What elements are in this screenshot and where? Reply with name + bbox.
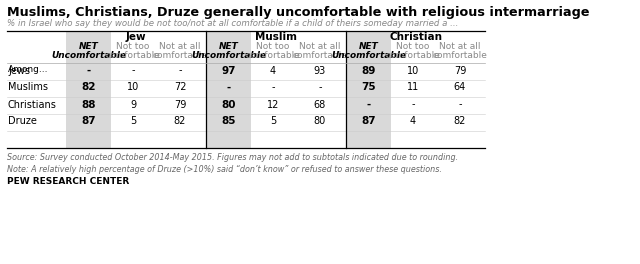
Text: Not too: Not too [256, 42, 290, 51]
Text: 10: 10 [407, 65, 419, 76]
Bar [66, 31, 111, 148]
Text: -: - [271, 82, 275, 92]
Text: 93: 93 [314, 65, 326, 76]
Text: Jews: Jews [8, 65, 30, 76]
Text: -: - [87, 65, 91, 76]
Text: Uncomfortable: Uncomfortable [51, 51, 127, 60]
Text: 88: 88 [82, 100, 96, 110]
Text: 82: 82 [174, 116, 186, 126]
Text: comfortable: comfortable [292, 51, 348, 60]
Text: Source: Survey conducted October 2014-May 2015. Figures may not add to subtotals: Source: Survey conducted October 2014-Ma… [7, 153, 458, 162]
Text: comfortable: comfortable [433, 51, 488, 60]
Text: 72: 72 [173, 82, 186, 92]
Text: -: - [318, 82, 322, 92]
Text: Uncomfortable: Uncomfortable [191, 51, 267, 60]
Text: 4: 4 [410, 116, 416, 126]
Text: Not at all: Not at all [439, 42, 481, 51]
Text: 97: 97 [221, 65, 236, 76]
Text: Not at all: Not at all [300, 42, 340, 51]
Text: Among...: Among... [8, 65, 49, 74]
Text: comfortable: comfortable [106, 51, 161, 60]
Text: 11: 11 [407, 82, 419, 92]
Text: % in Israel who say they would be not too/not at all comfortable if a child of t: % in Israel who say they would be not to… [7, 19, 458, 28]
Text: comfortable: comfortable [385, 51, 440, 60]
Text: PEW RESEARCH CENTER: PEW RESEARCH CENTER [7, 177, 129, 186]
Text: 87: 87 [82, 116, 96, 126]
Text: -: - [458, 100, 461, 110]
Text: NET: NET [359, 42, 379, 51]
Text: 9: 9 [130, 100, 136, 110]
Text: NET: NET [79, 42, 99, 51]
Text: Christian: Christian [389, 32, 442, 42]
Text: 5: 5 [130, 116, 136, 126]
Text: 79: 79 [174, 100, 186, 110]
Text: 4: 4 [270, 65, 276, 76]
Text: comfortable: comfortable [246, 51, 300, 60]
Text: Muslims, Christians, Druze generally uncomfortable with religious intermarriage: Muslims, Christians, Druze generally unc… [7, 6, 589, 19]
Text: Not too: Not too [396, 42, 429, 51]
Text: -: - [179, 65, 182, 76]
Text: 75: 75 [362, 82, 376, 92]
Text: 10: 10 [127, 82, 139, 92]
Text: -: - [227, 82, 231, 92]
Text: 5: 5 [270, 116, 276, 126]
Text: Christians: Christians [8, 100, 57, 110]
Text: 82: 82 [82, 82, 96, 92]
Text: 64: 64 [454, 82, 466, 92]
Text: -: - [131, 65, 135, 76]
Text: 79: 79 [454, 65, 466, 76]
Text: 80: 80 [314, 116, 326, 126]
Text: 12: 12 [267, 100, 279, 110]
Text: Jew: Jew [125, 32, 146, 42]
Text: -: - [412, 100, 415, 110]
Text: -: - [367, 100, 371, 110]
Text: Muslims: Muslims [8, 82, 48, 92]
Text: 82: 82 [454, 116, 466, 126]
Text: Muslim: Muslim [255, 32, 296, 42]
Text: 89: 89 [362, 65, 376, 76]
Text: comfortable: comfortable [152, 51, 207, 60]
Text: 68: 68 [314, 100, 326, 110]
Text: 87: 87 [362, 116, 376, 126]
Bar [346, 31, 391, 148]
Text: Uncomfortable: Uncomfortable [332, 51, 406, 60]
Text: Not at all: Not at all [159, 42, 201, 51]
Text: NET: NET [219, 42, 239, 51]
Text: Not too: Not too [116, 42, 150, 51]
Text: 85: 85 [221, 116, 236, 126]
Bar [206, 31, 251, 148]
Text: Druze: Druze [8, 116, 37, 126]
Text: Note: A relatively high percentage of Druze (>10%) said “don’t know” or refused : Note: A relatively high percentage of Dr… [7, 165, 442, 174]
Text: 80: 80 [221, 100, 236, 110]
